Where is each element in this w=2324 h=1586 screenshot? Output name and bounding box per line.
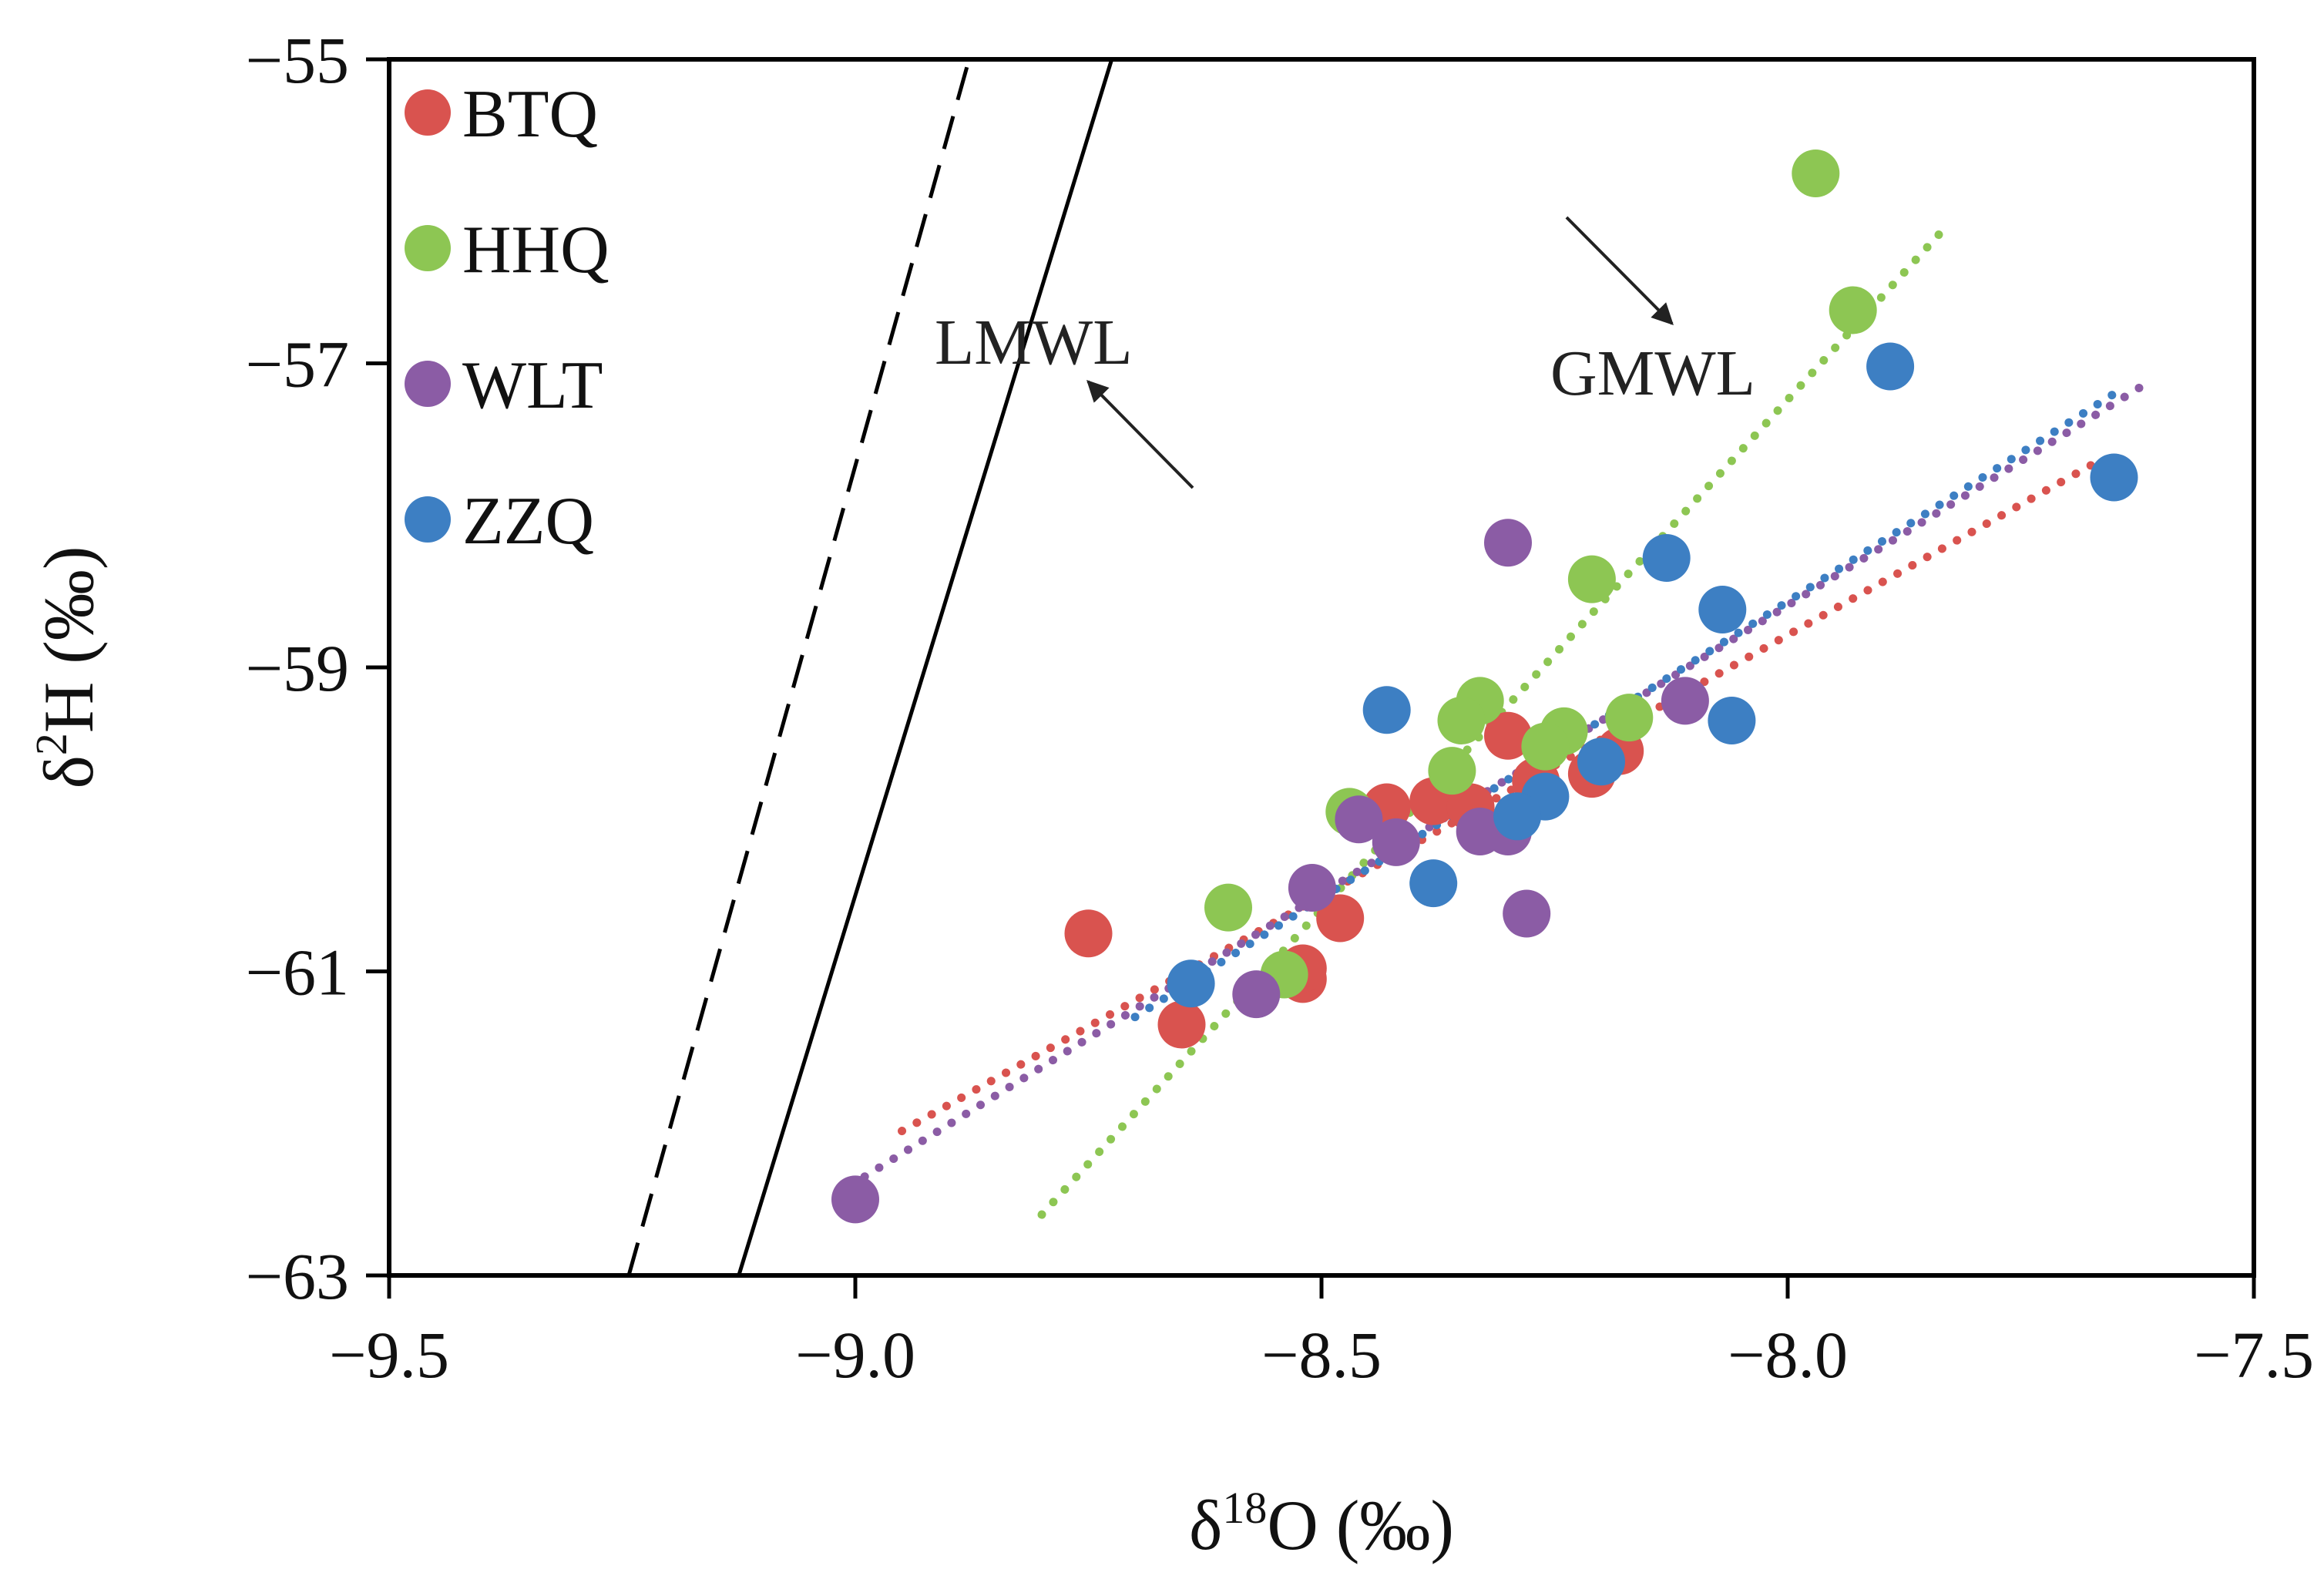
y-tick-label: −57 — [245, 328, 349, 402]
legend-marker-wlt — [405, 361, 451, 407]
btq-point — [1157, 1000, 1206, 1049]
hhq-point — [1428, 747, 1476, 795]
y-tick-label: −59 — [245, 631, 349, 705]
gmwl-arrow — [1565, 216, 1674, 325]
wlt-point — [1232, 970, 1281, 1019]
zzq-point — [1642, 533, 1691, 582]
legend-marker-hhq — [405, 225, 451, 271]
zzq-point — [1577, 738, 1625, 786]
zzq-point — [1167, 959, 1215, 1008]
zzq-point — [2090, 453, 2138, 502]
wlt-point — [831, 1175, 879, 1224]
x-axis-title: δ18O (‰) — [1189, 1483, 1454, 1564]
wlt-point — [1288, 864, 1336, 912]
wlt-point — [1335, 795, 1383, 844]
lmwl-label: LMWL — [935, 307, 1133, 378]
hhq-point — [1567, 555, 1616, 603]
zzq-point — [1698, 586, 1747, 634]
lmwl-arrow — [1086, 380, 1194, 489]
wlt-point — [1484, 519, 1532, 567]
legend-label-hhq: HHQ — [462, 213, 610, 287]
zzq-point — [1493, 792, 1542, 841]
legend-marker-btq — [405, 89, 451, 136]
hhq-trendline — [1037, 222, 1951, 1219]
plot-frame — [387, 57, 2256, 1278]
x-tick-label: −8.0 — [1728, 1318, 1848, 1392]
legend-marker-zzq — [405, 496, 451, 543]
x-tick-label: −7.5 — [2194, 1318, 2314, 1392]
x-tick-label: −9.0 — [795, 1318, 915, 1392]
y-tick-label: −55 — [245, 23, 349, 97]
wlt-point — [1503, 889, 1551, 938]
lmwl-annotation: LMWL — [935, 307, 1194, 489]
btq-point — [1484, 711, 1532, 760]
gmwl-annotation: GMWL — [1550, 216, 1755, 409]
y-axis-title: δ2H (‰) — [26, 546, 108, 788]
x-tick-label: −9.5 — [329, 1318, 449, 1392]
zzq-point — [1362, 686, 1411, 734]
legend-label-zzq: ZZQ — [462, 484, 594, 559]
wlt-point — [1661, 677, 1709, 725]
legend: BTQ HHQ WLT ZZQ — [405, 77, 610, 559]
wlt-trendline — [860, 381, 2147, 1181]
hhq-point — [1829, 286, 1877, 334]
hhq-point — [1605, 694, 1654, 742]
y-tick-label: −61 — [245, 936, 349, 1010]
gmwl-label: GMWL — [1550, 338, 1755, 409]
legend-label-wlt: WLT — [462, 348, 603, 423]
hhq-point — [1521, 722, 1570, 771]
btq-point — [1064, 909, 1113, 958]
hhq-point — [1437, 697, 1486, 745]
wlt-point — [1372, 818, 1420, 866]
zzq-point — [1866, 342, 1915, 391]
btq-point — [1316, 894, 1365, 943]
zzq-point — [1708, 697, 1756, 745]
y-tick-label: −63 — [245, 1239, 349, 1313]
lmwl-line — [626, 59, 972, 1276]
x-tick-label: −8.5 — [1261, 1318, 1382, 1392]
hhq-point — [1792, 149, 1840, 197]
legend-label-btq: BTQ — [462, 77, 598, 152]
hhq-point — [1204, 883, 1252, 932]
gmwl-line — [737, 59, 1114, 1276]
zzq-point — [1409, 859, 1458, 908]
